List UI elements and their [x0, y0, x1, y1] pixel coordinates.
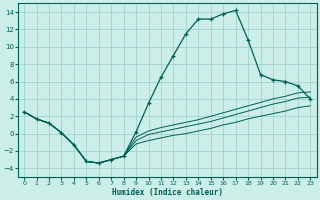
X-axis label: Humidex (Indice chaleur): Humidex (Indice chaleur): [112, 188, 223, 197]
